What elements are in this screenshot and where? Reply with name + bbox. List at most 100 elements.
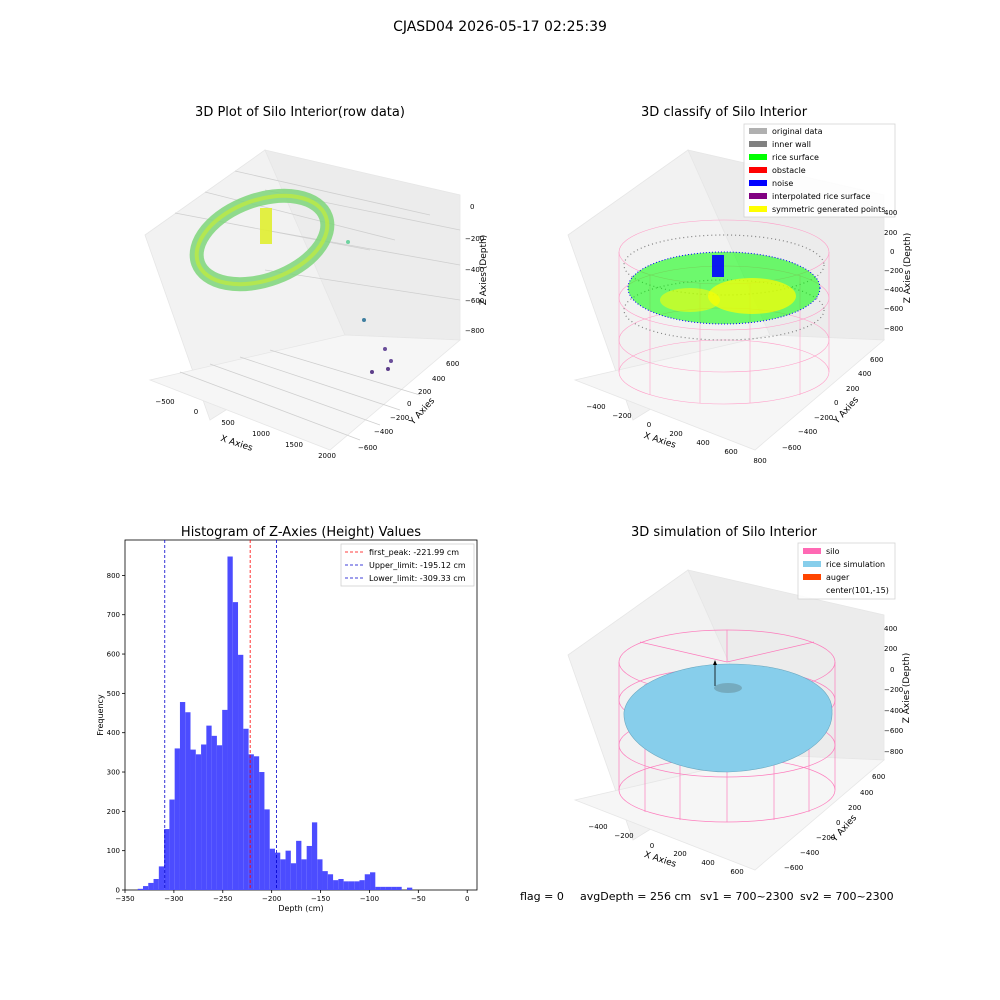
histogram-bar — [227, 556, 233, 890]
avg-depth-text: avgDepth = 256 cm — [580, 890, 691, 903]
x-tick-label: 0 — [465, 895, 469, 903]
histogram-bars — [137, 556, 413, 890]
histogram-bar — [385, 886, 392, 890]
svg-text:0: 0 — [890, 248, 894, 256]
svg-text:500: 500 — [221, 419, 234, 427]
simulation-x-ticks: −400 −200 0 200 400 600 — [588, 823, 743, 876]
svg-text:600: 600 — [870, 356, 883, 364]
classify-z-ticks: 400 200 0 −200 −400 −600 −800 — [884, 209, 903, 333]
histogram-bar — [290, 863, 297, 890]
svg-text:0: 0 — [836, 819, 840, 827]
legend-symmetric: symmetric generated points — [772, 205, 885, 214]
svg-text:−800: −800 — [884, 325, 903, 333]
svg-text:−600: −600 — [784, 864, 803, 872]
histogram-bar — [285, 850, 291, 890]
y-tick-label: 400 — [107, 729, 120, 737]
histogram-bar — [370, 872, 376, 890]
svg-text:200: 200 — [884, 645, 897, 653]
histogram-bar — [311, 822, 318, 890]
histogram-bar — [280, 859, 286, 890]
svg-text:600: 600 — [730, 868, 743, 876]
legend-rice-surface: rice surface — [772, 153, 819, 162]
svg-text:0: 0 — [647, 421, 651, 429]
histogram-bar — [264, 809, 270, 890]
histogram-bar — [359, 880, 365, 890]
histogram-title: Histogram of Z-Axies (Height) Values — [181, 525, 421, 540]
sv2-text: sv2 = 700~2300 — [800, 890, 894, 903]
svg-text:−200: −200 — [884, 686, 903, 694]
svg-text:−400: −400 — [588, 823, 607, 831]
x-tick-label: −250 — [213, 895, 232, 903]
histogram-y-ticks: 0 100 200 300 400 500 600 700 800 — [107, 572, 125, 895]
svg-text:0: 0 — [194, 408, 198, 416]
svg-text:−600: −600 — [358, 444, 377, 452]
legend-lower-limit: Lower_limit: -309.33 cm — [369, 574, 466, 583]
histogram-bar — [322, 871, 328, 890]
histogram-bar — [211, 735, 217, 890]
histogram-bar — [164, 829, 170, 890]
raw-z-ticks: 0 −200 −400 −600 −800 — [465, 203, 484, 335]
legend-first-peak: first_peak: -221.99 cm — [369, 548, 459, 557]
legend-interpolated: interpolated rice surface — [772, 192, 870, 201]
legend-inner-wall: inner wall — [772, 140, 811, 149]
histogram-bar — [158, 866, 165, 890]
x-tick-label: −300 — [164, 895, 183, 903]
raw-plot-title: 3D Plot of Silo Interior(row data) — [195, 105, 405, 120]
svg-text:−600: −600 — [884, 305, 903, 313]
histogram-bar — [406, 887, 413, 890]
histogram-bar — [238, 654, 244, 890]
histogram-bar — [169, 799, 175, 890]
histogram-bar — [269, 848, 275, 890]
histogram-bar — [380, 886, 386, 890]
simulation-z-ticks: 400 200 0 −200 −400 −600 −800 — [884, 625, 903, 756]
histogram-legend: first_peak: -221.99 cm Upper_limit: -195… — [340, 543, 475, 587]
svg-text:−800: −800 — [465, 327, 484, 335]
y-tick-label: 200 — [107, 808, 120, 816]
svg-text:−400: −400 — [798, 428, 817, 436]
svg-text:200: 200 — [848, 804, 861, 812]
histogram-bar — [206, 725, 212, 890]
histogram-bar — [142, 886, 149, 890]
x-tick-label: −50 — [411, 895, 426, 903]
svg-text:400: 400 — [432, 375, 445, 383]
histogram-y-label: Frequency — [96, 694, 105, 736]
histogram-bar — [296, 840, 302, 890]
classify-legend: original data inner wall rice surface ob… — [743, 123, 896, 218]
histogram-bar — [338, 878, 344, 890]
svg-text:−200: −200 — [816, 834, 835, 842]
svg-text:−400: −400 — [374, 428, 393, 436]
svg-text:200: 200 — [418, 388, 431, 396]
histogram-bar — [375, 886, 381, 890]
figure-suptitle: CJASD04 2026-05-17 02:25:39 — [393, 19, 607, 35]
svg-text:200: 200 — [846, 385, 859, 393]
svg-text:−200: −200 — [465, 235, 484, 243]
simulation-rice-surface — [623, 663, 833, 773]
histogram-bar — [153, 878, 159, 890]
svg-text:−600: −600 — [884, 727, 903, 735]
histogram-bar — [148, 882, 154, 890]
histogram-bar — [391, 886, 397, 890]
histogram-bar — [248, 754, 254, 890]
flag-text: flag = 0 — [520, 890, 564, 903]
histogram-vlines — [164, 540, 277, 890]
svg-text:600: 600 — [446, 360, 459, 368]
svg-text:0: 0 — [650, 842, 654, 850]
simulation-plot-title: 3D simulation of Silo Interior — [631, 525, 818, 540]
svg-text:−200: −200 — [814, 414, 833, 422]
legend-silo: silo — [826, 547, 840, 556]
svg-text:200: 200 — [673, 850, 686, 858]
svg-text:400: 400 — [884, 625, 897, 633]
histogram-bar — [333, 880, 339, 890]
y-tick-label: 100 — [107, 847, 120, 855]
svg-text:200: 200 — [669, 430, 682, 438]
svg-text:1000: 1000 — [252, 430, 270, 438]
x-tick-label: −200 — [262, 895, 281, 903]
histogram-bar — [348, 881, 355, 890]
svg-text:−200: −200 — [612, 412, 631, 420]
svg-text:−400: −400 — [586, 403, 605, 411]
histogram-bar — [243, 728, 249, 890]
legend-noise: noise — [772, 179, 793, 188]
classify-z-label: Z Axies (Depth) — [903, 233, 913, 304]
y-tick-label: 0 — [116, 887, 120, 895]
